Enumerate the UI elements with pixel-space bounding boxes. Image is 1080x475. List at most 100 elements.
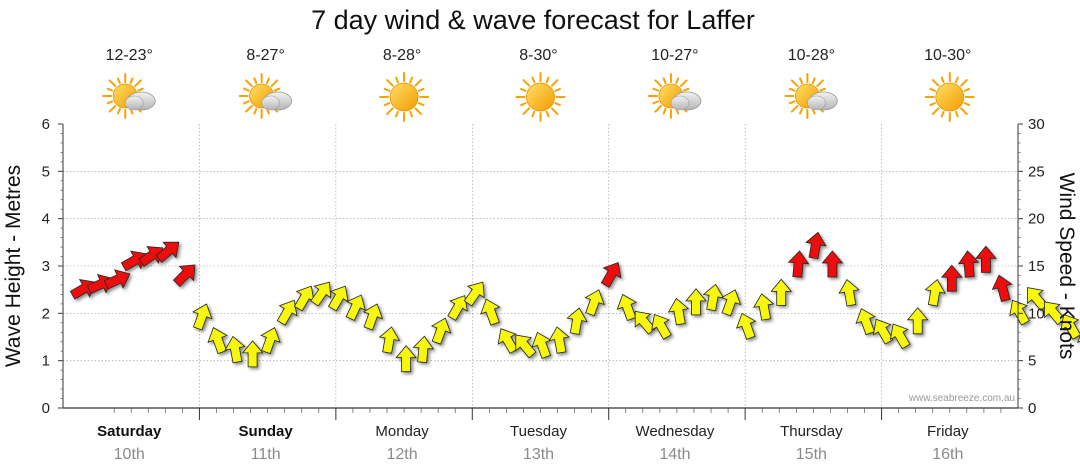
wind-arrow (515, 334, 537, 359)
sun-ray (253, 77, 258, 85)
sun-disc (526, 82, 555, 112)
wind-arrow (584, 289, 605, 317)
sun-ray (682, 87, 690, 92)
wind-arrow (276, 299, 298, 326)
sun-ray (662, 77, 667, 85)
wind-arrow (447, 295, 468, 321)
wind-arrow (155, 241, 180, 263)
sun-cloud-icon (784, 73, 838, 119)
day-date-label: 10th (114, 446, 145, 463)
wind-arrow (548, 326, 570, 354)
day-labels: Saturday 10th Sunday 11th Monday 12th Tuesday 1… (97, 423, 969, 463)
sun-ray (545, 110, 550, 118)
cloud-shape (124, 95, 144, 111)
sun-ray (811, 77, 816, 85)
cloud-shape (807, 95, 826, 111)
wind-arrow (702, 283, 725, 312)
chart-title: 7 day wind & wave forecast for Laffer (311, 5, 755, 35)
wind-arrow (260, 327, 281, 355)
wind-arrow (787, 250, 810, 278)
sun-ray (253, 107, 258, 115)
sun-ray (654, 104, 663, 113)
sun-ray (383, 87, 391, 92)
right-tick-label: 5 (1028, 353, 1036, 370)
sun-ray (409, 110, 414, 118)
sun-ray (963, 102, 971, 107)
sun-ray (108, 79, 117, 88)
wind-arrow (906, 307, 929, 335)
wind-arrow (855, 308, 876, 336)
sun-ray (531, 76, 536, 84)
watermark: www.seabreeze.com.au (908, 393, 1015, 404)
sun-ray (134, 79, 142, 88)
wind-arrow (736, 312, 757, 340)
sun-ray (679, 79, 688, 88)
sun-ray (520, 87, 527, 92)
wind-arrow (310, 281, 332, 307)
sun-ray (386, 107, 394, 115)
wind-arrow (838, 279, 860, 307)
sun-ray (383, 102, 391, 107)
sun-cloud-icon (238, 73, 293, 119)
sun-icon (515, 72, 566, 122)
right-tick-label: 30 (1028, 116, 1045, 133)
wind-arrow (805, 231, 827, 260)
wind-arrow (566, 307, 588, 335)
right-axis-ticks: 0 5 10 15 20 25 30 (1018, 116, 1045, 417)
wind-arrow (720, 289, 742, 317)
wind-arrow (224, 335, 246, 364)
wind-arrow (821, 250, 844, 278)
temperature-label: 12-23° (106, 47, 153, 64)
sun-ray (652, 100, 659, 105)
left-axis-ticks: 0 1 2 3 4 5 6 (42, 116, 63, 417)
sun-ray (108, 104, 117, 113)
sun-ray (417, 102, 425, 107)
wind-arrow (1060, 313, 1080, 340)
left-tick-label: 6 (42, 116, 50, 133)
sun-ray (929, 102, 937, 107)
sun-ray (531, 110, 536, 118)
day-date-label: 11th (251, 446, 281, 463)
left-tick-label: 5 (42, 163, 50, 180)
wind-arrow (600, 261, 622, 288)
day-date-label: 16th (932, 446, 963, 463)
right-tick-label: 15 (1028, 258, 1045, 275)
sun-ray (395, 76, 399, 84)
sun-ray (654, 79, 663, 88)
sun-ray (960, 79, 968, 87)
temperature-label: 10-27° (651, 47, 698, 64)
sun-ray (243, 100, 250, 105)
wind-arrow (531, 331, 552, 359)
wind-arrow (991, 274, 1013, 302)
sun-ray (106, 87, 114, 92)
sun-ray (273, 87, 281, 92)
wind-arrow (192, 303, 213, 331)
sun-icon (379, 72, 430, 122)
wind-arrow (378, 326, 401, 354)
sun-ray (550, 79, 559, 87)
sun-ray (116, 107, 121, 115)
day-name-label: Saturday (97, 423, 162, 440)
day-name-label: Sunday (239, 423, 294, 440)
right-tick-label: 0 (1028, 400, 1036, 417)
sun-ray (816, 79, 824, 88)
sun-ray (266, 77, 270, 85)
wind-arrow (651, 313, 672, 340)
wind-arrow (770, 278, 793, 306)
sun-ray (417, 87, 425, 92)
right-tick-label: 20 (1028, 211, 1045, 228)
sun-ray (954, 76, 959, 84)
wind-arrow (395, 345, 417, 373)
sun-ray (929, 87, 937, 92)
day-name-label: Monday (375, 423, 429, 440)
day-name-label: Wednesday (635, 423, 714, 440)
sun-ray (960, 107, 968, 115)
wind-arrow (293, 285, 315, 312)
sun-ray (931, 107, 940, 115)
wind-arrow (103, 269, 131, 290)
sun-ray (409, 76, 414, 84)
day-date-label: 12th (387, 446, 418, 463)
sun-ray (790, 79, 799, 88)
day-name-label: Friday (927, 423, 969, 440)
